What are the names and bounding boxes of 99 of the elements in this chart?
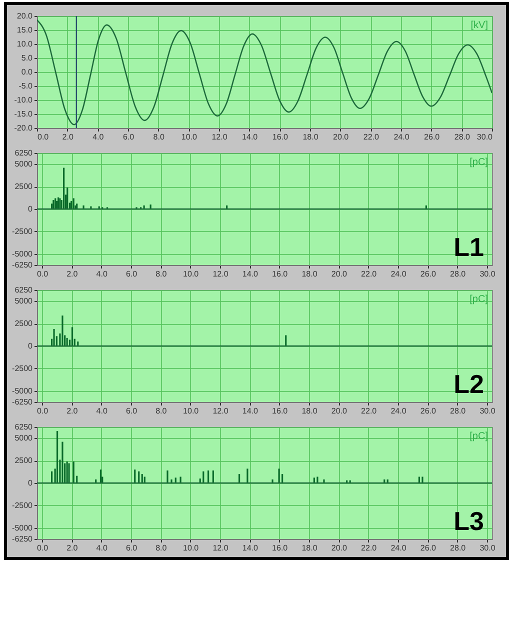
x-tick-label: 16.0 [272, 132, 288, 142]
y-tick-label: -20.0 [14, 124, 34, 132]
x-tick-label: 28.0 [450, 406, 466, 416]
x-tick-label: 26.0 [420, 406, 436, 416]
annotation: L1 [454, 232, 484, 262]
x-tick-label: 10.0 [183, 406, 200, 416]
x-tick-label: 22.0 [363, 132, 380, 142]
x-tick-label: 4.0 [96, 544, 108, 552]
x-tick-label: 28.0 [454, 132, 470, 142]
x-tick-label: 6.0 [126, 270, 138, 278]
annotation: L3 [454, 506, 484, 536]
x-tick-label: 18.0 [302, 406, 318, 416]
x-tick-label: 6.0 [126, 544, 138, 552]
x-tick-label: 4.0 [92, 132, 104, 142]
x-tick-label: 0.0 [36, 406, 49, 416]
x-tick-label: 30.0 [480, 544, 496, 552]
y-tick-label: 5000 [14, 434, 34, 443]
x-tick-label: 18.0 [302, 132, 319, 142]
x-tick-label: 12.0 [212, 270, 229, 278]
x-tick-label: 10.0 [181, 132, 198, 142]
x-tick-label: 20.0 [331, 406, 348, 416]
y-tick-label: -6250 [12, 398, 34, 406]
annotation: [kV] [470, 20, 488, 31]
x-tick-label: 6.0 [126, 406, 138, 416]
y-tick-label: 10.0 [16, 40, 34, 48]
y-tick-label: 0 [28, 342, 34, 350]
y-tick-label: -2500 [12, 226, 34, 236]
y-tick-label: 0 [28, 204, 34, 214]
x-tick-label: 20.0 [331, 270, 348, 278]
x-tick-label: 10.0 [183, 544, 200, 552]
y-tick-label: -5000 [12, 249, 34, 258]
y-tick-label: 2500 [14, 319, 34, 328]
x-tick-label: 28.0 [450, 270, 466, 278]
y-tick-label: 20.0 [16, 12, 34, 20]
y-tick-label: 0.0 [21, 68, 34, 76]
y-tick-label: -5000 [12, 386, 34, 396]
x-tick-label: 18.0 [302, 270, 318, 278]
y-tick-label: -5.0 [18, 82, 34, 90]
x-tick-label: 22.0 [361, 270, 378, 278]
x-tick-label: 24.0 [390, 270, 407, 278]
y-tick-label: 6250 [14, 422, 34, 432]
y-tick-label: 0 [28, 478, 34, 488]
line-series [37, 19, 492, 126]
x-tick-label: 30.0 [480, 270, 496, 278]
x-tick-label: 8.0 [153, 132, 165, 142]
x-tick-label: 26.0 [424, 132, 440, 142]
x-tick-label: 10.0 [183, 270, 200, 278]
x-tick-label: 8.0 [156, 406, 168, 416]
x-tick-label: 22.0 [361, 544, 378, 552]
x-tick-label: 16.0 [272, 270, 288, 278]
y-tick-label: -5000 [12, 523, 34, 532]
x-tick-label: 14.0 [242, 132, 258, 142]
x-tick-label: 24.0 [390, 406, 407, 416]
x-tick-label: 22.0 [361, 406, 378, 416]
y-tick-label: 6250 [14, 286, 34, 294]
y-tick-label: -15.0 [14, 110, 34, 118]
y-tick-label: -2500 [12, 364, 34, 373]
x-tick-label: 4.0 [96, 270, 108, 278]
x-tick-label: 14.0 [242, 544, 258, 552]
x-tick-label: 2.0 [66, 544, 78, 552]
y-tick-label: -10.0 [14, 96, 34, 104]
y-tick-label: 6250 [14, 148, 34, 158]
x-tick-label: 30.0 [476, 132, 494, 142]
y-tick-label: 5000 [14, 160, 34, 169]
y-tick-label: -2500 [12, 500, 34, 510]
x-tick-label: 20.0 [333, 132, 350, 142]
x-tick-label: 14.0 [242, 406, 258, 416]
x-tick-label: 18.0 [302, 544, 318, 552]
x-tick-label: 26.0 [420, 544, 436, 552]
x-tick-label: 24.0 [394, 132, 410, 142]
x-tick-label: 30.0 [480, 406, 496, 416]
x-tick-label: 12.0 [212, 544, 229, 552]
x-tick-label: 6.0 [122, 132, 135, 142]
x-tick-label: 8.0 [156, 270, 168, 278]
x-tick-label: 8.0 [156, 544, 168, 552]
y-tick-label: 15.0 [16, 26, 34, 34]
x-tick-label: 2.0 [66, 406, 78, 416]
annotation: L2 [454, 369, 484, 399]
x-tick-label: 2.0 [62, 132, 74, 142]
y-tick-label: -6250 [12, 534, 34, 544]
x-tick-label: 16.0 [272, 544, 288, 552]
y-tick-label: -6250 [12, 260, 34, 270]
x-tick-label: 4.0 [96, 406, 108, 416]
x-tick-label: 12.0 [212, 406, 229, 416]
x-tick-label: 26.0 [420, 270, 436, 278]
y-tick-label: 5.0 [21, 54, 34, 62]
x-tick-label: 12.0 [212, 132, 228, 142]
y-tick-label: 2500 [14, 456, 34, 466]
x-tick-label: 20.0 [331, 544, 348, 552]
x-tick-label: 14.0 [242, 270, 258, 278]
y-tick-label: 2500 [14, 182, 34, 192]
x-tick-label: 0.0 [38, 132, 50, 142]
x-tick-label: 0.0 [36, 270, 49, 278]
x-tick-label: 24.0 [390, 544, 407, 552]
x-tick-label: 0.0 [36, 544, 49, 552]
x-tick-label: 16.0 [272, 406, 288, 416]
x-tick-label: 2.0 [66, 270, 78, 278]
y-tick-label: 5000 [14, 296, 34, 306]
x-tick-label: 28.0 [450, 544, 466, 552]
